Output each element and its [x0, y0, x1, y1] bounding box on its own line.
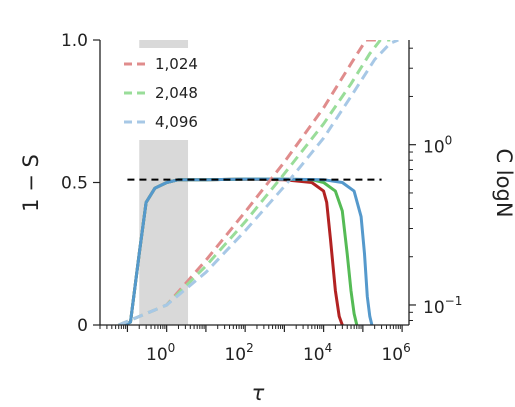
series-dashed-2048: [118, 40, 391, 325]
y-right-tick-label: 100: [423, 134, 452, 158]
legend-label: 4,096: [155, 113, 198, 131]
x-tick-label: 106: [381, 341, 410, 365]
tick-layer: 100 102 104 106 0 0.5 1.0 10−1 100: [61, 31, 462, 365]
legend-label: 2,048: [155, 84, 198, 102]
y-right-tick-label: 10−1: [423, 294, 462, 318]
legend-label: 1,024: [155, 55, 198, 73]
y-left-tick-label: 0.5: [61, 174, 88, 194]
legend: 1,024 2,048 4,096: [114, 48, 198, 140]
y-left-tick-label: 1.0: [61, 31, 88, 51]
y-left-tick-label: 0: [77, 316, 88, 336]
series-solid-4096: [122, 177, 374, 325]
series-dashed-4096: [118, 40, 399, 325]
x-tick-label: 104: [303, 341, 332, 365]
x-tick-label: 100: [146, 341, 175, 365]
y-axis-label-left: 1 − S: [19, 154, 43, 212]
x-axis-label: τ: [252, 381, 265, 405]
x-tick-label: 102: [224, 341, 253, 365]
y-axis-label-right: C logN: [492, 148, 515, 217]
